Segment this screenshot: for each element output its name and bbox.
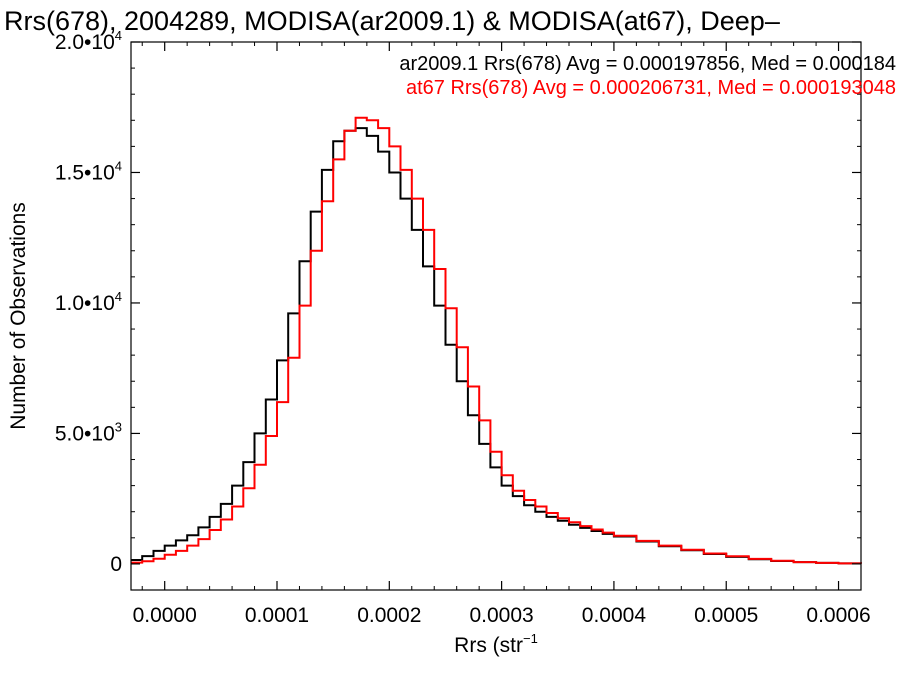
x-tick-label: 0.0005 [694, 604, 758, 627]
x-tick-label: 0.0000 [133, 604, 197, 627]
y-tick-label: 5.0•103 [55, 419, 122, 445]
x-tick-label: 0.0001 [245, 604, 309, 627]
plot-frame [130, 41, 862, 591]
legend: ar2009.1 Rrs(678) Avg = 0.000197856, Med… [399, 53, 896, 99]
y-axis: 0 5.0•103 1.0•104 1.5•104 2.0•104 [55, 28, 861, 576]
y-tick-label: 1.0•104 [55, 289, 122, 315]
series-line-at67 [131, 116, 862, 565]
series-line-ar2009.1 [131, 127, 862, 565]
series-layer [131, 116, 862, 565]
x-tick-label: 0.0004 [582, 604, 647, 627]
legend-entry-at67: at67 Rrs(678) Avg = 0.000206731, Med = 0… [406, 77, 896, 99]
x-tick-label: 0.0002 [357, 604, 421, 627]
y-tick-label: 0 [110, 553, 122, 576]
legend-entry-ar2009.1: ar2009.1 Rrs(678) Avg = 0.000197856, Med… [399, 53, 896, 75]
x-tick-label: 0.0006 [806, 604, 870, 627]
y-tick-label: 1.5•104 [55, 158, 122, 184]
y-axis-label: Number of Observations [7, 202, 30, 430]
x-tick-label: 0.0003 [469, 604, 533, 627]
x-axis: 0.0000 0.0001 0.0002 0.0003 0.0004 0.0005 0.00… [133, 42, 871, 627]
y-tick-label: 2.0•104 [55, 28, 122, 54]
chart-title: Rrs(678), 2004289, MODISA(ar2009.1) & MO… [4, 6, 780, 36]
x-axis-label: Rrs (str−1 [454, 631, 538, 657]
